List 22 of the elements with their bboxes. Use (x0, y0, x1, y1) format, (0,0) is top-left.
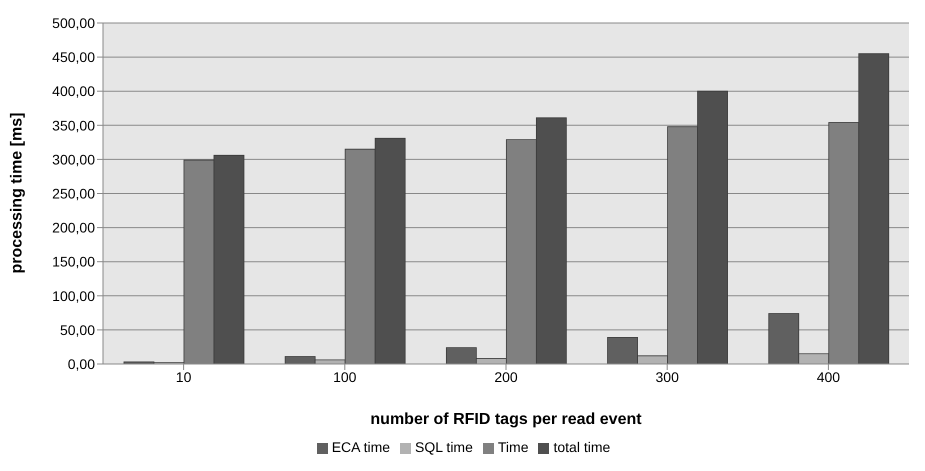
y-tick-label: 0,00 (68, 356, 96, 372)
y-tick-label: 350,00 (52, 117, 96, 134)
y-tick-label: 500,00 (52, 14, 96, 31)
y-tick-label: 250,00 (52, 185, 96, 202)
x-axis-title: number of RFID tags per read event (370, 411, 642, 428)
legend-label: total time (553, 439, 610, 455)
y-tick-label: 200,00 (52, 220, 96, 236)
y-tick-label: 100,00 (52, 288, 96, 304)
y-tick-label: 450,00 (52, 49, 96, 66)
y-tick-label: 400,00 (52, 83, 96, 100)
x-tick-label: 300 (656, 368, 680, 385)
x-tick-label: 400 (816, 368, 840, 385)
y-tick-label: 50,00 (60, 322, 96, 338)
y-axis-title: processing time [ms] (8, 112, 26, 274)
legend-label: Time (498, 439, 528, 455)
y-tick-label: 150,00 (52, 254, 96, 270)
y-tick-label: 300,00 (52, 151, 96, 168)
legend-label: ECA time (332, 439, 390, 455)
x-tick-label: 200 (494, 368, 518, 385)
x-tick-label: 100 (333, 368, 357, 385)
x-tick-label: 10 (176, 368, 192, 385)
legend-label: SQL time (415, 439, 473, 455)
